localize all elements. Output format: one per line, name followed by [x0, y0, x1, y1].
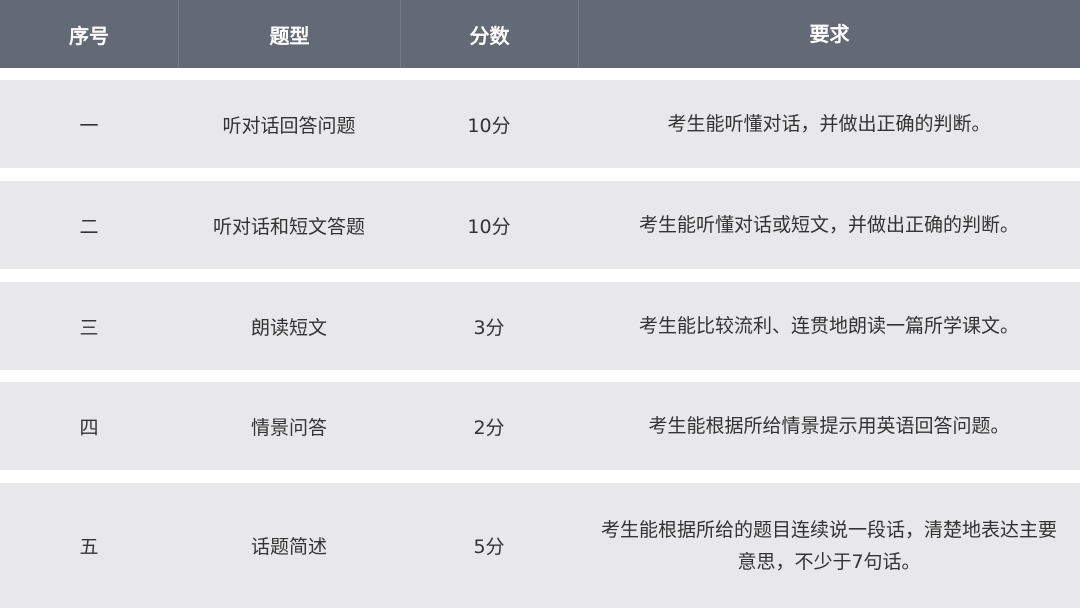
table-row: 五 话题简述 5分 考生能根据所给的题目连续说一段话，清楚地表达主要意思，不少于…	[0, 483, 1080, 608]
cell-no: 一	[79, 114, 99, 137]
cell-type: 话题简述	[250, 536, 327, 558]
header-no: 序号	[69, 23, 109, 48]
cell-requirement: 考生能听懂对话，并做出正确的判断。	[667, 113, 991, 135]
cell-no: 三	[79, 316, 99, 339]
table-row: 二 听对话和短文答题 10分 考生能听懂对话或短文，并做出正确的判断。	[0, 181, 1080, 269]
cell-no: 二	[79, 215, 99, 238]
cell-score: 3分	[473, 316, 505, 339]
cell-score: 2分	[473, 416, 505, 439]
cell-type: 朗读短文	[250, 316, 327, 339]
cell-requirement: 考生能比较流利、连贯地朗读一篇所学课文。	[638, 315, 1019, 337]
cell-type: 听对话回答问题	[222, 114, 356, 137]
table-row: 三 朗读短文 3分 考生能比较流利、连贯地朗读一篇所学课文。	[0, 282, 1080, 370]
header-type: 题型	[178, 0, 400, 68]
table-header: 序号 题型 分数 要求	[0, 0, 1080, 68]
cell-no: 五	[79, 536, 99, 558]
cell-no: 四	[79, 416, 99, 439]
table-row: 四 情景问答 2分 考生能根据所给情景提示用英语回答问题。	[0, 382, 1080, 470]
table-row: 一 听对话回答问题 10分 考生能听懂对话，并做出正确的判断。	[0, 80, 1080, 168]
cell-type: 听对话和短文答题	[212, 215, 365, 238]
cell-requirement: 考生能根据所给的题目连续说一段话，清楚地表达主要意思，不少于7句话。	[600, 518, 1057, 573]
cell-type: 情景问答	[250, 416, 327, 439]
cell-score: 10分	[467, 215, 511, 238]
cell-score: 10分	[467, 114, 511, 137]
cell-requirement: 考生能听懂对话或短文，并做出正确的判断。	[638, 214, 1019, 236]
cell-requirement: 考生能根据所给情景提示用英语回答问题。	[648, 415, 1010, 437]
cell-score: 5分	[473, 536, 505, 558]
header-requirement: 要求	[578, 0, 1080, 68]
header-score: 分数	[400, 0, 578, 68]
